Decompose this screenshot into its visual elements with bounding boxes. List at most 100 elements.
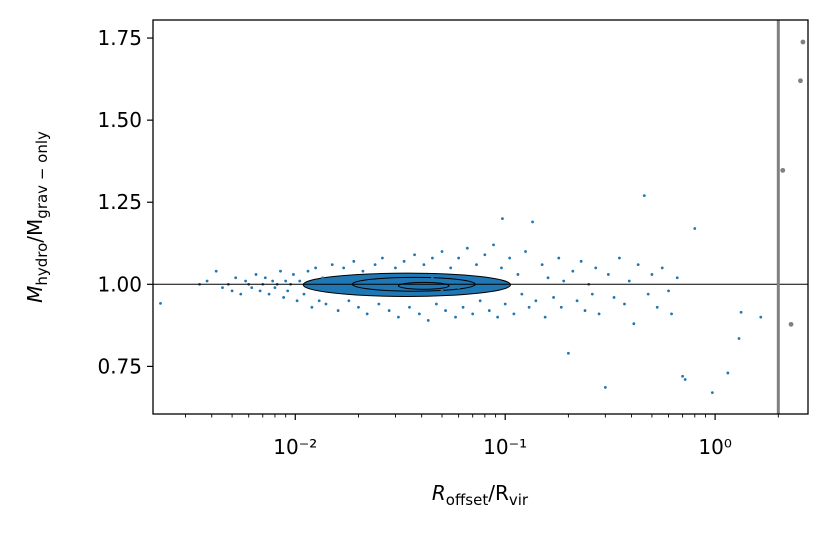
y-tick-label: 1.00: [97, 272, 142, 296]
point: [681, 374, 684, 378]
point: [562, 279, 566, 283]
point: [508, 256, 512, 260]
point: [579, 259, 583, 263]
point: [575, 299, 579, 303]
point: [352, 259, 356, 263]
point: [594, 266, 598, 270]
point: [618, 256, 621, 260]
point: [330, 263, 334, 267]
point: [531, 220, 534, 224]
x-axis-label: Roffset/Rvir: [432, 481, 529, 509]
point: [365, 312, 369, 316]
point: [413, 253, 416, 257]
point: [788, 321, 794, 327]
point: [571, 269, 575, 273]
y-label-part: M: [23, 286, 47, 303]
point: [642, 194, 646, 198]
point: [282, 296, 286, 299]
point: [273, 286, 277, 289]
point: [552, 296, 555, 299]
point: [377, 302, 381, 306]
point: [675, 276, 679, 280]
point: [683, 378, 687, 381]
point: [408, 292, 411, 296]
y-tick-label: 1.75: [97, 26, 142, 50]
point: [710, 391, 714, 395]
y-axis-label: Mhydro/Mgrav − only: [23, 131, 51, 303]
point: [430, 256, 434, 260]
point: [417, 312, 421, 316]
point: [557, 256, 561, 260]
point: [159, 301, 162, 305]
point: [387, 309, 391, 312]
x-tick-label: 10⁰: [698, 435, 731, 459]
point: [317, 299, 321, 303]
point: [205, 279, 209, 283]
point: [534, 299, 538, 303]
point: [483, 253, 487, 257]
y-label-part: grav − only: [33, 131, 51, 219]
x-tick-label: 10⁻²: [273, 435, 317, 459]
point: [449, 266, 453, 270]
point: [230, 289, 234, 293]
point: [461, 305, 465, 309]
point: [739, 310, 743, 314]
point: [347, 299, 351, 303]
point: [284, 279, 288, 283]
point: [632, 322, 636, 326]
point: [516, 273, 520, 276]
point: [342, 266, 346, 270]
point: [487, 309, 491, 312]
y-label-part: /M: [23, 219, 47, 243]
y-tick-label: 1.50: [97, 108, 142, 132]
point: [440, 250, 444, 253]
point: [444, 309, 447, 312]
point: [434, 302, 438, 306]
point: [394, 286, 397, 289]
point: [512, 312, 516, 316]
point: [321, 276, 325, 280]
point: [295, 299, 299, 303]
point: [726, 371, 730, 375]
x-label-part: offset: [446, 491, 489, 509]
point: [667, 289, 670, 293]
point: [597, 312, 601, 316]
point: [780, 167, 786, 173]
point: [258, 289, 262, 293]
point: [267, 292, 271, 296]
point: [650, 273, 654, 276]
point: [475, 263, 478, 267]
point: [306, 269, 310, 273]
x-label-part: R: [432, 481, 446, 505]
y-tick-label: 0.75: [97, 354, 142, 378]
point: [254, 273, 258, 276]
point: [426, 319, 430, 322]
plot-frame: [152, 19, 809, 415]
point: [457, 256, 461, 260]
point: [590, 292, 594, 296]
point: [292, 273, 295, 276]
point: [660, 266, 664, 270]
point: [357, 305, 360, 309]
point: [286, 289, 290, 293]
point: [501, 217, 504, 221]
point: [524, 250, 527, 253]
point: [394, 266, 397, 270]
point: [583, 309, 587, 312]
point: [422, 263, 426, 267]
point: [373, 263, 377, 267]
point: [377, 279, 381, 283]
point: [606, 273, 610, 276]
y-label-part: hydro: [33, 243, 51, 286]
point: [430, 276, 434, 280]
point: [239, 292, 243, 296]
point: [310, 305, 314, 309]
point: [636, 263, 640, 267]
point: [279, 269, 282, 273]
point: [655, 305, 659, 309]
point: [250, 286, 254, 289]
point: [612, 296, 616, 299]
point: [408, 305, 411, 309]
point: [397, 315, 400, 319]
